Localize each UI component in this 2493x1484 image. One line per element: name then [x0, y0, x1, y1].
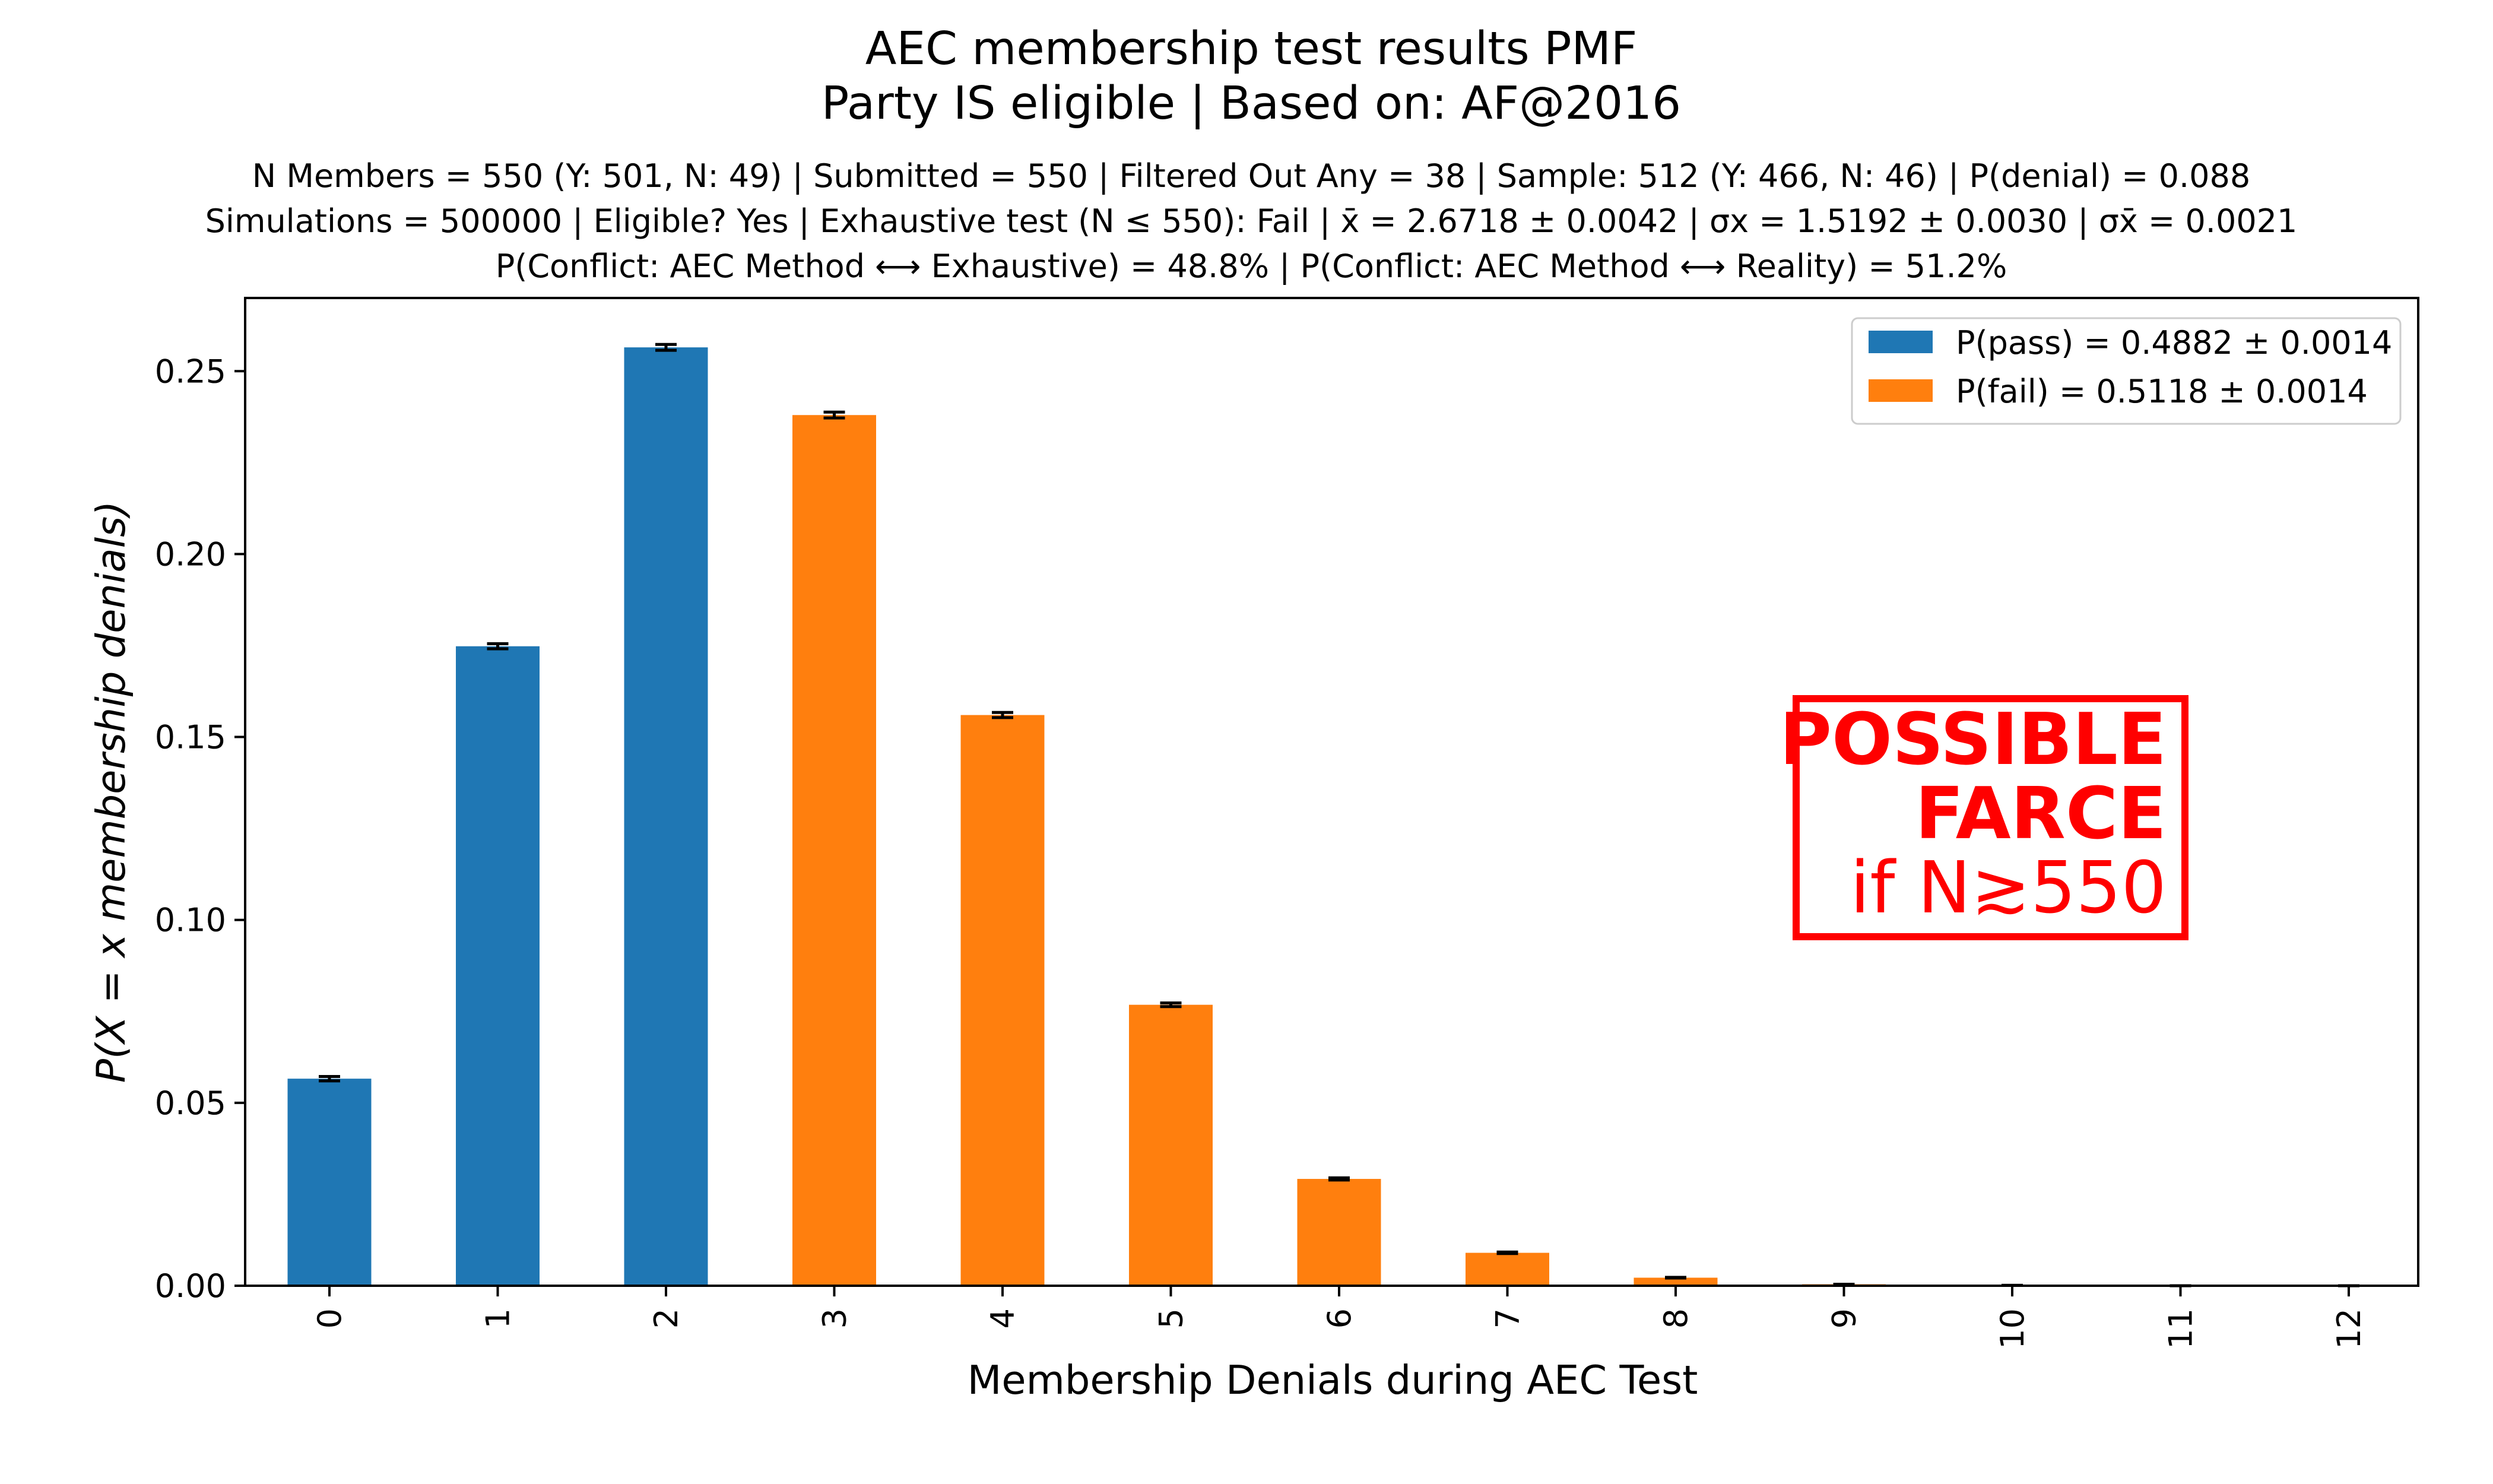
legend-swatch-pass — [1869, 331, 1933, 353]
farce-line-3: if N≳550 — [1850, 847, 2167, 930]
legend-swatch-fail — [1869, 379, 1933, 402]
x-tick-label: 10 — [1994, 1308, 2031, 1349]
subtitle-line-3: P(Conflict: AEC Method ⟷ Exhaustive) = 4… — [496, 248, 2007, 285]
y-tick-label: 0.25 — [155, 353, 226, 390]
chart-title: AEC membership test results PMF — [865, 23, 1637, 75]
legend-label-fail: P(fail) = 0.5118 ± 0.0014 — [1956, 373, 2368, 410]
farce-line-2: FARCE — [1915, 773, 2167, 855]
y-tick-label: 0.15 — [155, 719, 226, 756]
x-tick-label: 4 — [984, 1308, 1022, 1328]
x-tick-label: 5 — [1153, 1308, 1190, 1328]
y-axis-label: P(X = x membership denials) — [88, 501, 134, 1083]
bar-5 — [1129, 1004, 1213, 1286]
x-tick-label: 6 — [1321, 1308, 1358, 1328]
x-tick-label: 3 — [816, 1308, 854, 1328]
bar-3 — [792, 415, 876, 1286]
bar-8 — [1634, 1277, 1718, 1286]
x-tick-label: 11 — [2162, 1308, 2200, 1349]
y-axis-ticks: 0.00 0.05 0.10 0.15 0.20 0.25 — [155, 353, 245, 1305]
bar-2 — [624, 347, 708, 1286]
legend-box — [1851, 317, 2402, 425]
subtitle-line-1: N Members = 550 (Y: 501, N: 49) | Submit… — [252, 157, 2250, 195]
x-tick-label: 9 — [1826, 1308, 1863, 1328]
farce-annotation: POSSIBLE FARCE if N≳550 — [1780, 695, 2188, 940]
legend: P(pass) = 0.4882 ± 0.0014 P(fail) = 0.51… — [1851, 317, 2402, 425]
bars — [287, 347, 2054, 1286]
bar-4 — [960, 715, 1045, 1286]
bar-7 — [1466, 1252, 1549, 1286]
x-tick-label: 7 — [1489, 1308, 1527, 1328]
x-axis-label: Membership Denials during AEC Test — [968, 1357, 1698, 1403]
y-tick-label: 0.10 — [155, 902, 226, 939]
bar-1 — [456, 646, 540, 1286]
x-tick-label: 12 — [2330, 1308, 2368, 1349]
legend-label-pass: P(pass) = 0.4882 ± 0.0014 — [1956, 324, 2392, 362]
farce-line-1: POSSIBLE — [1780, 699, 2167, 781]
bar-0 — [287, 1079, 372, 1286]
x-axis-ticks: 0 1 2 3 4 5 6 7 8 9 10 11 12 — [311, 1286, 2368, 1349]
y-tick-label: 0.05 — [155, 1085, 226, 1122]
x-tick-label: 8 — [1657, 1308, 1695, 1328]
farce-annotation-box — [1793, 695, 2188, 940]
subtitle-line-2: Simulations = 500000 | Eligible? Yes | E… — [205, 202, 2298, 240]
plot-frame — [244, 297, 2419, 1287]
x-tick-label: 2 — [648, 1308, 685, 1328]
chart-title-line2: Party IS eligible | Based on: AF@2016 — [822, 77, 1681, 130]
y-tick-label: 0.00 — [155, 1267, 226, 1305]
y-tick-label: 0.20 — [155, 535, 226, 573]
bar-6 — [1297, 1179, 1381, 1286]
x-tick-label: 1 — [480, 1308, 517, 1328]
x-tick-label: 0 — [311, 1308, 348, 1328]
